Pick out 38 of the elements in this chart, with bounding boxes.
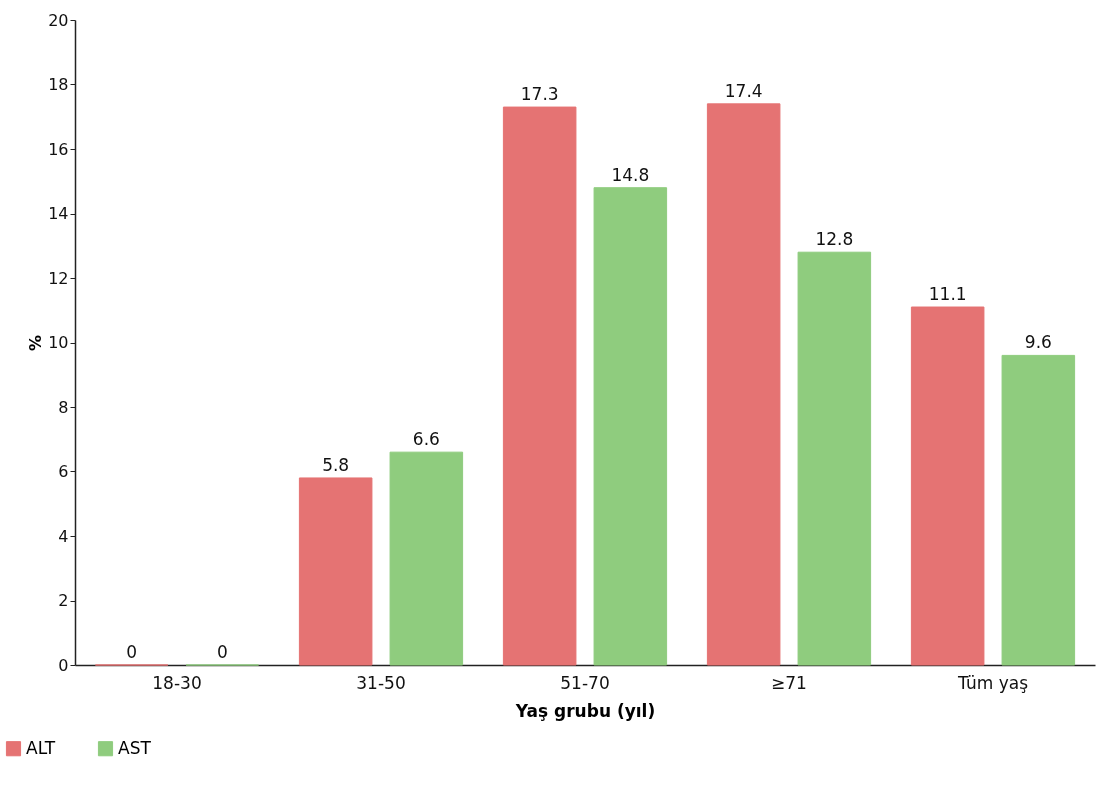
data-label: 6.6 — [412, 429, 440, 450]
bar — [706, 103, 781, 666]
x-axis-title: Yaş grubu (yıl) — [514, 700, 656, 721]
x-tick-label: Tüm yaş — [956, 672, 1029, 693]
y-tick-label: 12 — [48, 268, 69, 288]
y-tick-label: 2 — [58, 591, 69, 610]
bar — [298, 477, 373, 666]
data-label: 0 — [216, 642, 228, 662]
y-tick-label: 14 — [48, 204, 69, 223]
data-label: 5.8 — [322, 454, 350, 475]
y-axis-title: % — [26, 334, 46, 352]
data-label: 11.1 — [928, 284, 967, 305]
bar — [910, 306, 985, 666]
data-label: 17.3 — [520, 84, 559, 105]
bar — [797, 251, 872, 666]
x-tick-label: ≥71 — [771, 672, 807, 693]
bar — [502, 106, 577, 666]
y-tick-label: 0 — [58, 655, 69, 675]
y-tick-label: 10 — [48, 333, 69, 352]
x-tick-label: 31-50 — [356, 672, 406, 693]
bar — [389, 451, 464, 666]
y-tick-label: 8 — [58, 397, 69, 417]
legend-label: ALT — [26, 737, 56, 758]
legend-label: AST — [118, 737, 152, 758]
data-label: 12.8 — [815, 229, 854, 250]
data-label: 14.8 — [611, 164, 650, 185]
x-tick-label: 18-30 — [152, 672, 202, 693]
y-tick-label: 18 — [48, 75, 69, 94]
y-tick-label: 6 — [58, 462, 69, 481]
y-tick-label: 20 — [48, 10, 69, 30]
data-label: 9.6 — [1024, 332, 1052, 353]
data-label: 17.4 — [724, 80, 763, 101]
x-tick-label: 51-70 — [560, 672, 610, 693]
y-tick-label: 16 — [48, 139, 69, 159]
y-tick-label: 4 — [58, 526, 69, 546]
bar — [1001, 354, 1076, 666]
data-label: 0 — [126, 642, 138, 662]
bar — [593, 187, 668, 666]
